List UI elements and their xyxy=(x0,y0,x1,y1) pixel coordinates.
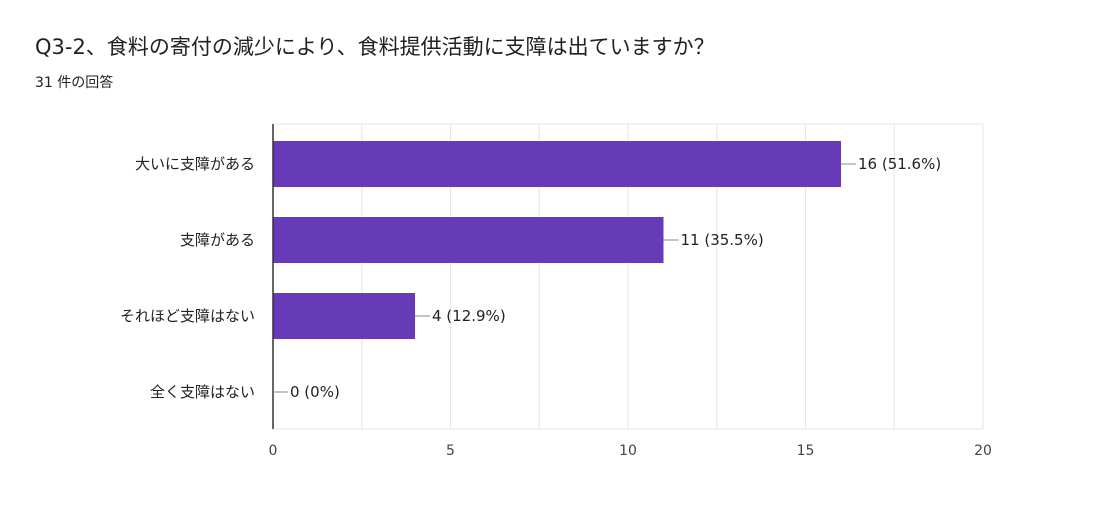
x-tick-label: 5 xyxy=(446,443,455,459)
data-label: 4 (12.9%) xyxy=(432,307,506,325)
category-label: 大いに支障がある xyxy=(135,155,255,173)
data-label: 0 (0%) xyxy=(290,383,340,401)
grid-lines xyxy=(273,123,984,430)
x-tick-label: 10 xyxy=(619,443,637,459)
category-label: それほど支障はない xyxy=(120,307,255,325)
category-label: 支障がある xyxy=(180,231,255,249)
bar[interactable] xyxy=(273,217,664,263)
response-count: 31 件の回答 xyxy=(35,75,114,91)
bar[interactable] xyxy=(273,141,841,187)
labels: 大いに支障がある 16 (51.6%) 支障がある 11 (35.5%) それほど支障は… xyxy=(120,155,992,459)
data-label: 11 (35.5%) xyxy=(681,231,764,249)
chart-title: Q3-2、食料の寄付の減少により、食料提供活動に支障は出ていますか？ xyxy=(35,35,715,59)
x-tick-label: 0 xyxy=(269,443,278,459)
x-tick-label: 15 xyxy=(797,443,815,459)
category-label: 全く支障はない xyxy=(150,383,255,401)
bars xyxy=(273,141,841,339)
x-tick-label: 20 xyxy=(974,443,992,459)
bar[interactable] xyxy=(273,293,415,339)
data-label: 16 (51.6%) xyxy=(858,155,941,173)
